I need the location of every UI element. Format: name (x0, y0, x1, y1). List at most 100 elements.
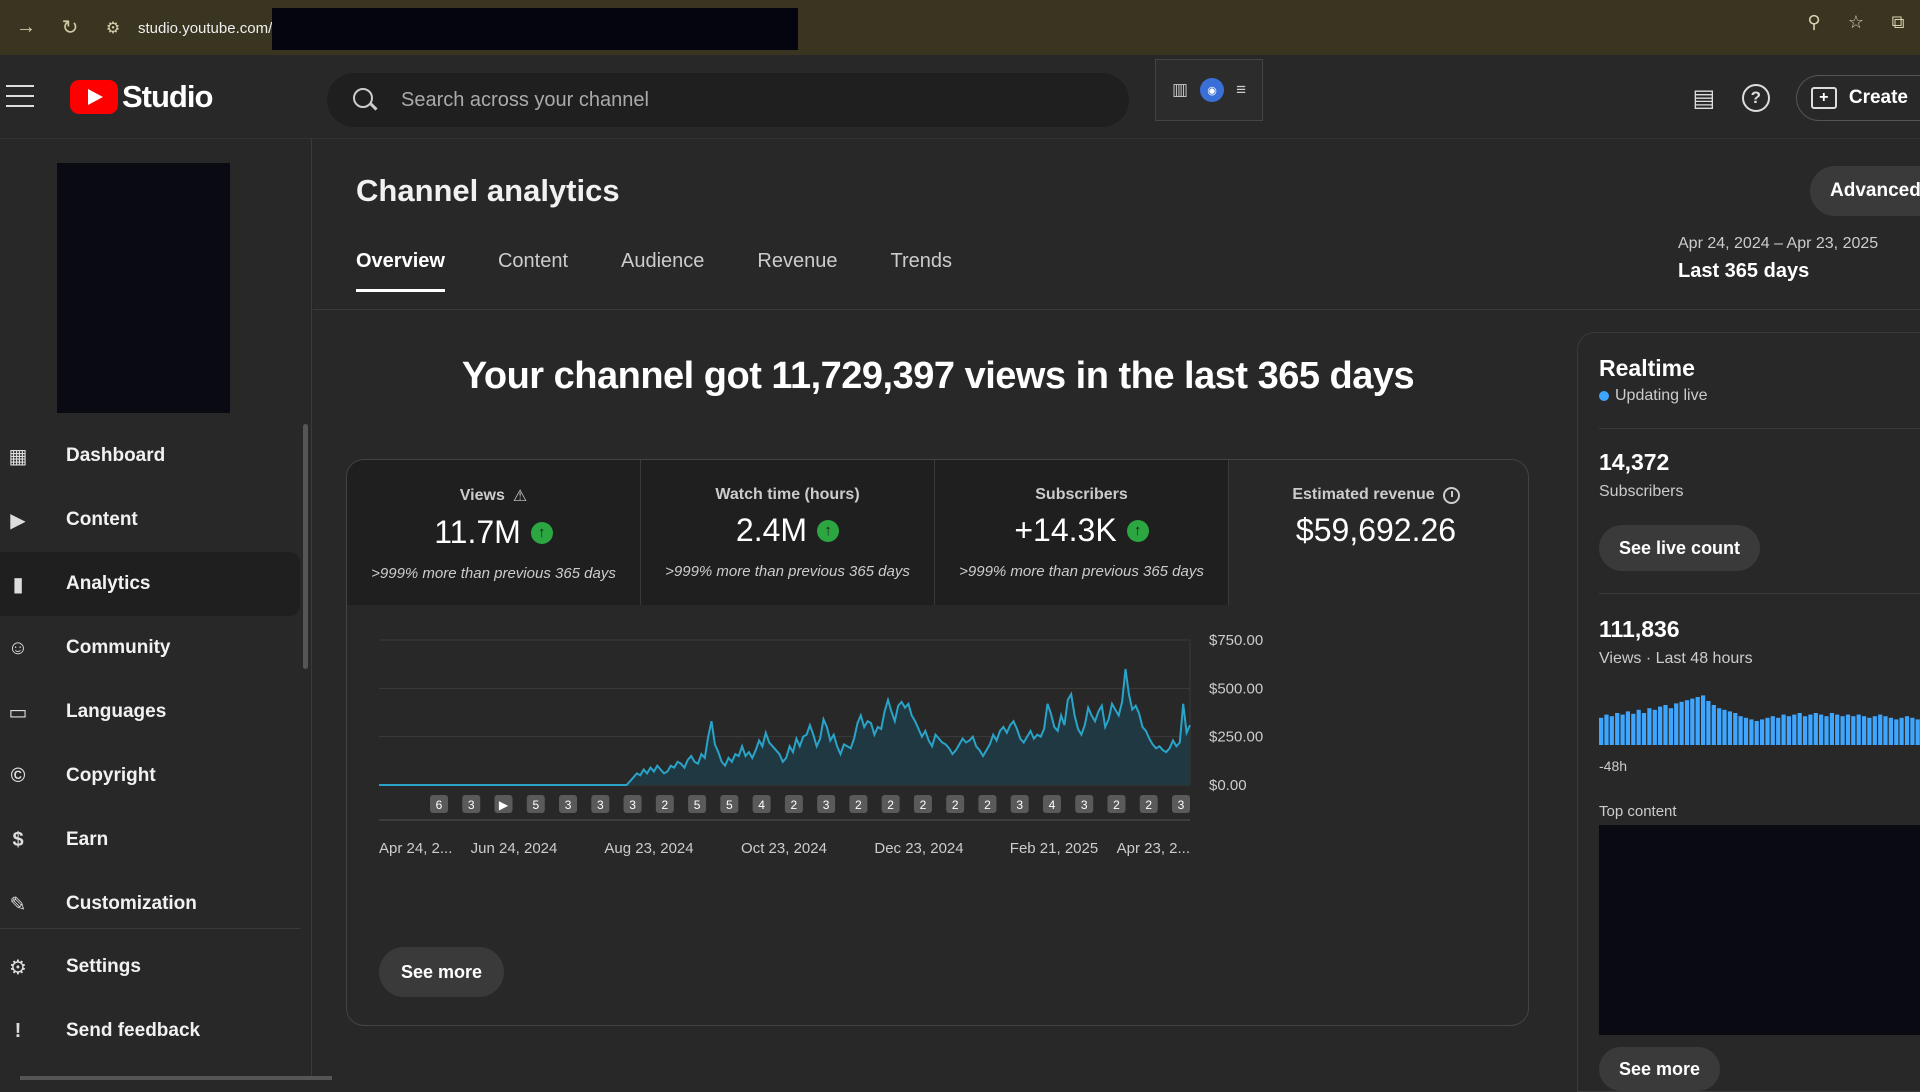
search-bar[interactable] (327, 73, 1129, 127)
sidebar-item-label: Send feedback (66, 1020, 201, 1041)
realtime-bar (1706, 701, 1711, 745)
extension-popup: ▥ ◉ ≡ (1155, 59, 1263, 121)
realtime-bar (1894, 719, 1899, 745)
zoom-icon[interactable]: ⚲ (1807, 12, 1821, 32)
realtime-bar (1835, 714, 1840, 745)
realtime-bar (1701, 695, 1706, 745)
upload-marker-label: 3 (629, 798, 636, 812)
y-tick-label: $250.00 (1209, 729, 1263, 746)
date-range[interactable]: Apr 24, 2024 – Apr 23, 2025 (1678, 235, 1879, 252)
bookmark-star-icon[interactable]: ☆ (1847, 12, 1865, 32)
sidebar-item-customization[interactable]: ✎ Customization (0, 872, 300, 936)
realtime-bar (1641, 713, 1647, 745)
sidebar-item-analytics[interactable]: ▮ Analytics (0, 552, 300, 616)
x-tick-label: Oct 23, 2024 (741, 840, 827, 857)
realtime-bar (1615, 713, 1620, 745)
realtime-bar (1910, 717, 1915, 745)
chart-ext-icon[interactable]: ▥ (1172, 80, 1189, 99)
upload-marker-label: 3 (597, 798, 604, 812)
top-content-thumbnail[interactable] (1599, 825, 1920, 1035)
upload-marker-label: 5 (532, 798, 539, 812)
metric-watch-time[interactable]: Watch time (hours) 2.4M ↑ >999% more than… (641, 460, 935, 605)
messages-icon[interactable]: ▤ (1692, 84, 1716, 112)
tab-content[interactable]: Content (497, 250, 569, 272)
help-button[interactable]: ? (1734, 76, 1778, 120)
upload-marker-label: 5 (694, 798, 701, 812)
metric-tabs: Views ⚠ 11.7M ↑ >999% more than previous 3… (347, 460, 1528, 605)
channel-avatar[interactable] (57, 163, 230, 413)
tab-audience[interactable]: Audience (621, 250, 705, 272)
realtime-see-more-button[interactable]: See more (1599, 1047, 1721, 1091)
series-area (379, 669, 1190, 785)
reload-icon[interactable]: ↻ (61, 17, 79, 39)
realtime-bar (1647, 708, 1652, 745)
realtime-bar (1829, 713, 1834, 745)
realtime-bar (1674, 703, 1679, 745)
sidebar-item-earn[interactable]: $ Earn (0, 808, 300, 872)
site-settings-icon[interactable]: ⚙ (105, 20, 121, 37)
analytics-icon: ▮ (12, 573, 24, 596)
revenue-chart[interactable]: $750.00 $500.00 $250.00 $0.00 6 3 ▶ 5 3 3 3 2 5 5 4 2 3 2… (347, 605, 1529, 895)
list-ext-icon[interactable]: ≡ (1236, 80, 1246, 99)
studio-header: Studio ▥ ◉ ≡ ▤ ? + Create (0, 55, 1920, 139)
subscribers-count: 14,372 (1599, 449, 1670, 475)
realtime-title: Realtime (1599, 355, 1695, 381)
tab-overview[interactable]: Overview (356, 242, 445, 292)
realtime-bar-chart[interactable] (1599, 693, 1920, 745)
upload-marker-label: 5 (726, 798, 733, 812)
realtime-bar (1867, 717, 1872, 745)
realtime-bar (1749, 719, 1754, 745)
sidebar-item-label: Languages (66, 701, 167, 722)
upload-marker (494, 795, 513, 813)
realtime-bar (1845, 714, 1851, 745)
metric-views[interactable]: Views ⚠ 11.7M ↑ >999% more than previous 3… (347, 460, 641, 605)
upload-marker-label: 6 (436, 798, 443, 812)
upload-marker-label: 2 (920, 798, 927, 812)
sidebar-item-send-feedback[interactable]: ! Send feedback (0, 999, 300, 1063)
sidebar-item-languages[interactable]: ▭ Languages (0, 680, 300, 744)
sidebar-item-dashboard[interactable]: ▦ Dashboard (0, 424, 300, 488)
menu-icon[interactable] (6, 85, 34, 107)
search-input[interactable] (401, 88, 1101, 112)
sidebar-item-label: Copyright (66, 765, 156, 786)
forward-icon[interactable]: → (16, 16, 36, 38)
realtime-bar (1899, 717, 1904, 745)
x-tick-label: Jun 24, 2024 (471, 840, 558, 857)
sidebar-item-content[interactable]: ▶ Content (0, 488, 300, 552)
sidebar-item-community[interactable]: ☺ Community (0, 616, 300, 680)
sidebar-scrollbar[interactable] (303, 424, 308, 669)
upload-marker-label: 3 (565, 798, 572, 812)
upload-marker (526, 795, 545, 813)
extensions-icon[interactable]: ⧉ (1891, 12, 1905, 32)
url-text: studio.youtube.com/ (138, 19, 273, 37)
upload-marker-label: 2 (855, 798, 862, 812)
date-period-selector[interactable]: Last 365 days (1678, 260, 1810, 282)
page-title: Channel analytics (356, 173, 620, 208)
see-live-count-button[interactable]: See live count (1599, 525, 1761, 571)
create-plus-icon: + (1810, 87, 1837, 109)
sidebar-item-settings[interactable]: ⚙ Settings (0, 935, 300, 999)
sidebar-item-copyright[interactable]: © Copyright (0, 744, 300, 808)
horizontal-scrollbar[interactable] (20, 1076, 332, 1080)
warning-icon[interactable]: ⚠ (512, 488, 528, 505)
metric-value: 2.4M (735, 512, 808, 548)
upload-marker (1107, 795, 1126, 813)
sidebar-item-label: Content (66, 509, 138, 530)
sidebar-item-label: Customization (66, 893, 197, 914)
tab-revenue[interactable]: Revenue (757, 250, 838, 272)
address-bar[interactable]: ⚙ studio.youtube.com/ (100, 8, 1100, 50)
clock-icon[interactable] (1442, 486, 1460, 504)
metric-estimated-revenue[interactable]: Estimated revenue $59,692.26 (1229, 460, 1523, 605)
help-icon: ? (1741, 84, 1770, 112)
studio-logo[interactable]: Studio (70, 79, 213, 115)
metric-subscribers[interactable]: Subscribers +14.3K ↑ >999% more than prev… (935, 460, 1229, 605)
tab-trends[interactable]: Trends (890, 250, 952, 272)
realtime-bar (1727, 711, 1732, 745)
blue-ext-icon[interactable]: ◉ (1200, 78, 1225, 102)
feedback-icon: ! (14, 1019, 22, 1042)
create-button[interactable]: + Create (1795, 75, 1920, 121)
realtime-bar (1625, 711, 1630, 745)
see-more-button[interactable]: See more (379, 947, 505, 997)
live-status: Updating live (1599, 387, 1708, 405)
advanced-mode-button[interactable]: Advanced mode (1810, 166, 1920, 216)
